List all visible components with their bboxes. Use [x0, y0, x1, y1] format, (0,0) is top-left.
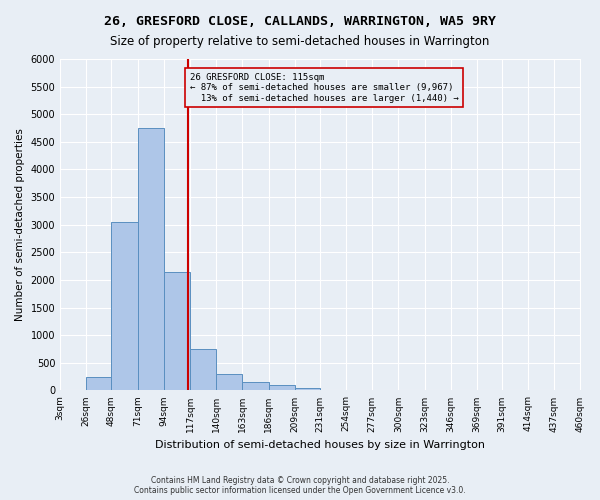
- Text: 26, GRESFORD CLOSE, CALLANDS, WARRINGTON, WA5 9RY: 26, GRESFORD CLOSE, CALLANDS, WARRINGTON…: [104, 15, 496, 28]
- X-axis label: Distribution of semi-detached houses by size in Warrington: Distribution of semi-detached houses by …: [155, 440, 485, 450]
- Bar: [269, 385, 295, 390]
- Bar: [137, 128, 164, 390]
- Bar: [86, 376, 112, 390]
- Y-axis label: Number of semi-detached properties: Number of semi-detached properties: [15, 128, 25, 321]
- Bar: [112, 222, 137, 390]
- Bar: [216, 374, 242, 390]
- Bar: [295, 388, 320, 390]
- Text: 26 GRESFORD CLOSE: 115sqm
← 87% of semi-detached houses are smaller (9,967)
  13: 26 GRESFORD CLOSE: 115sqm ← 87% of semi-…: [190, 73, 459, 102]
- Text: Contains HM Land Registry data © Crown copyright and database right 2025.
Contai: Contains HM Land Registry data © Crown c…: [134, 476, 466, 495]
- Text: Size of property relative to semi-detached houses in Warrington: Size of property relative to semi-detach…: [110, 35, 490, 48]
- Bar: [190, 349, 216, 391]
- Bar: [164, 272, 190, 390]
- Bar: [242, 382, 269, 390]
